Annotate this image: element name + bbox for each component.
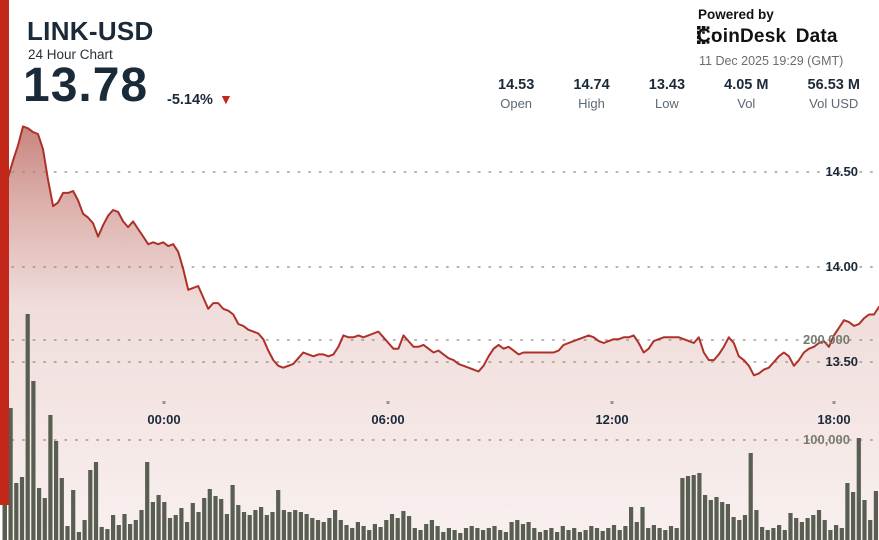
coindesk-logo-icon [697,26,715,44]
price-axis-tick: 14.50 [825,164,858,179]
volume-axis-tick: 100,000 [803,432,850,447]
down-arrow-icon: ▼ [219,91,233,107]
page-title: LINK-USD [27,16,154,46]
stat-label: Low [654,96,679,111]
stat-label: Vol [737,96,756,111]
stat-low: 13.43 Low [649,77,685,111]
time-axis-tick: 00:00 [147,412,181,427]
stat-vol-usd: 56.53 M Vol USD [808,77,860,111]
stats-row: 14.53 Open 14.74 High 13.43 Low 4.05 M Vol 56.53… [498,77,860,111]
brand-row: CoinDesk Data [697,26,838,48]
powered-by-label: Powered by [698,7,774,22]
price-axis-tick: 13.50 [825,354,858,369]
volume-axis-tick: 200,000 [803,332,850,347]
stat-vol: 4.05 M Vol [724,77,768,111]
current-price: 13.78 [23,59,149,112]
stat-value: 56.53 M [807,77,860,93]
stat-label: High [578,96,605,111]
time-axis-tick: 18:00 [817,412,851,427]
stat-value: 13.43 [648,77,686,93]
stat-label: Open [500,96,533,111]
chart-subtitle: 24 Hour Chart [28,47,113,62]
stat-value: 14.74 [573,77,610,93]
time-axis-tick: 12:00 [595,412,629,427]
stat-open: 14.53 Open [498,77,534,111]
stat-value: 4.05 M [724,77,769,93]
stat-value: 14.53 [498,77,535,93]
stat-high: 14.74 High [573,77,609,111]
brand-name: CoinDesk Data [697,26,838,47]
stat-label: Vol USD [809,96,859,111]
price-axis-tick: 14.00 [825,259,858,274]
timestamp: 11 Dec 2025 19:29 (GMT) [699,54,844,68]
price-change-percent: -5.14% [167,92,213,108]
time-axis-tick: 06:00 [371,412,405,427]
